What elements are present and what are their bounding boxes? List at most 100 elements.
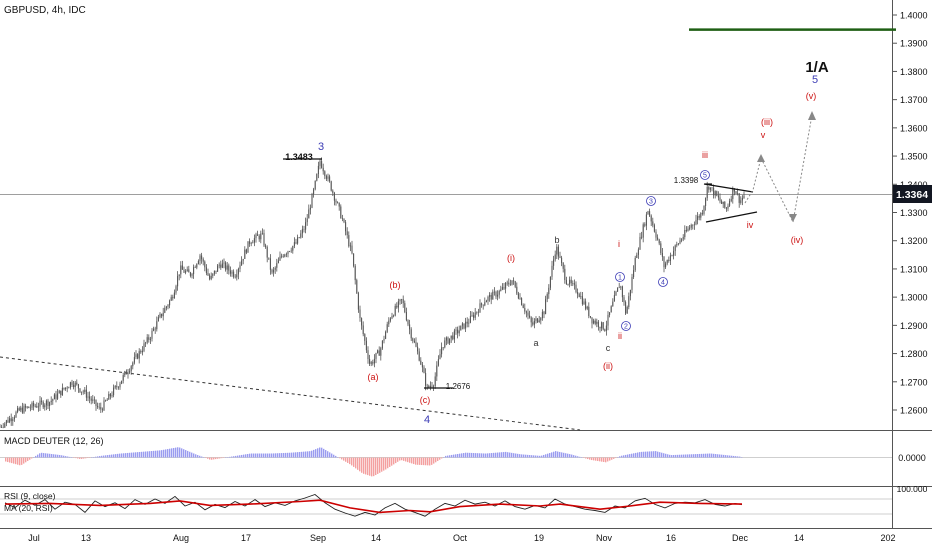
macd-bar (187, 450, 189, 458)
macd-bar (19, 457, 21, 466)
candle-body (100, 407, 102, 410)
candle-body (634, 258, 636, 271)
candle-body (570, 279, 572, 284)
macd-bar (621, 455, 623, 458)
macd-bar (43, 453, 45, 458)
macd-bar (477, 453, 479, 458)
macd-bar (193, 453, 195, 458)
candle-body (674, 245, 676, 251)
macd-bar (81, 457, 83, 459)
candle-body (188, 269, 190, 273)
rsi-label: RSI (9, close) (4, 491, 56, 501)
candle-body (140, 351, 142, 353)
macd-bar (425, 457, 427, 466)
macd-bar (347, 457, 349, 463)
candle-body (156, 321, 158, 330)
macd-bar (713, 453, 715, 458)
candle-body (367, 350, 369, 359)
candle-body (295, 242, 297, 244)
symbol-title: GBPUSD, 4h, IDC (4, 5, 86, 16)
macd-bar (495, 452, 497, 458)
candle-body (689, 227, 691, 229)
candle-body (0, 426, 1, 428)
macd-bar (399, 457, 401, 461)
macd-bar (379, 457, 381, 473)
macd-bar (563, 452, 565, 458)
macd-bar (471, 452, 473, 458)
macd-bar (205, 457, 207, 459)
candle-body (377, 350, 379, 353)
candle-body (532, 322, 534, 325)
macd-bar (363, 457, 365, 474)
candle-body (353, 253, 355, 266)
candle-body (132, 362, 134, 367)
candle-body (202, 259, 204, 262)
macd-bar (427, 457, 429, 466)
wave-label-4-blue: 4 (424, 414, 430, 426)
candle-body (549, 276, 551, 288)
candle-body (425, 372, 427, 386)
candle-body (378, 350, 380, 356)
candle-body (626, 307, 628, 314)
candle-body (277, 260, 279, 264)
macd-bar (123, 453, 125, 458)
macd-bar (329, 452, 331, 458)
candle-body (697, 216, 699, 220)
candle-body (668, 259, 670, 261)
candle-body (50, 400, 52, 403)
macd-bar (277, 453, 279, 458)
macd-bar (715, 454, 717, 458)
macd-bar (77, 457, 79, 459)
macd-bar (701, 453, 703, 458)
candle-body (546, 294, 548, 300)
candle-body (469, 315, 471, 323)
macd-bar (63, 455, 65, 458)
candle-body (706, 186, 708, 199)
candle-body (602, 322, 604, 330)
macd-bar (441, 457, 443, 459)
candle-body (73, 384, 75, 388)
macd-bar (479, 453, 481, 458)
price-tick-label: 1.4000 (900, 11, 928, 21)
wave-annotations: 1/A 5 (v) 3 1.3483 4 1.2676 1.3398 (a) (… (285, 59, 829, 426)
candle-body (316, 173, 318, 181)
candle-body (239, 265, 241, 269)
candle-body (434, 376, 436, 386)
macd-bar (257, 453, 259, 458)
candle-body (164, 308, 166, 313)
candle-body (210, 275, 212, 280)
wave-label-a-paren: (a) (368, 372, 379, 382)
projection-leg-1 (744, 157, 762, 204)
candle-body (481, 303, 483, 305)
macd-bar (415, 457, 417, 465)
macd-bar (129, 452, 131, 458)
macd-bar (509, 452, 511, 458)
time-tick-label: Nov (596, 533, 613, 543)
candle-body (615, 291, 617, 296)
macd-bar (53, 454, 55, 458)
candle-body (143, 343, 145, 351)
candle-body (537, 318, 539, 323)
time-axis: Jul 13 Aug 17 Sep 14 Oct 19 Nov 16 Dec 14 202 (28, 533, 895, 543)
candle-body (433, 385, 435, 387)
candle-body (474, 312, 476, 318)
macd-bar (615, 457, 617, 459)
macd-bar (67, 456, 69, 458)
time-tick-label: 14 (794, 533, 804, 543)
candle-body (613, 295, 615, 302)
candle-body (633, 270, 635, 278)
macd-bar (107, 455, 109, 458)
wave-label-iii-paren: (iii) (761, 117, 773, 127)
macd-bar (69, 456, 71, 458)
candle-body (153, 328, 155, 331)
candle-body (65, 387, 67, 390)
candle-body (658, 239, 660, 244)
candle-body (76, 382, 78, 385)
macd-bar (697, 454, 699, 458)
candle-body (25, 405, 27, 408)
candle-body (588, 306, 590, 317)
macd-bar (147, 451, 149, 458)
macd-bar (459, 453, 461, 458)
